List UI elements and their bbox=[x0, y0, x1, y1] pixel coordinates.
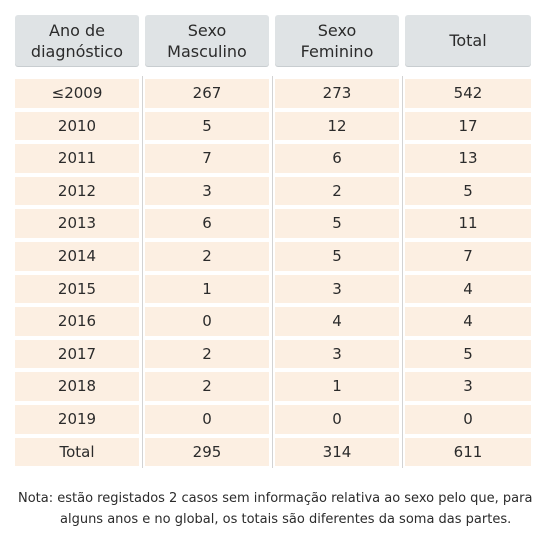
total-cell: 7 bbox=[405, 241, 531, 271]
table-row: ≤2009 267 273 542 bbox=[0, 79, 546, 108]
footnote-line-2: alguns anos e no global, os totais são d… bbox=[60, 512, 512, 527]
male-cell: 2 bbox=[145, 372, 269, 401]
header-female: Sexo Feminino bbox=[275, 15, 399, 66]
year-cell: ≤2009 bbox=[15, 79, 139, 108]
footnote-prefix: Nota: bbox=[18, 491, 54, 506]
header-year: Ano de diagnóstico bbox=[15, 15, 139, 66]
male-cell: 7 bbox=[145, 144, 269, 173]
table-row: 2017 2 3 5 bbox=[0, 339, 546, 369]
total-cell: 11 bbox=[405, 209, 531, 238]
table-row: 2011 7 6 13 bbox=[0, 144, 546, 173]
male-cell: 2 bbox=[145, 339, 269, 369]
footnote: Nota: estão registados 2 casos sem infor… bbox=[18, 488, 538, 530]
year-cell: 2019 bbox=[15, 404, 139, 434]
male-cell: 5 bbox=[145, 111, 269, 141]
total-cell: 542 bbox=[405, 79, 531, 108]
year-cell: Total bbox=[15, 437, 139, 467]
table-row: 2014 2 5 7 bbox=[0, 241, 546, 271]
male-cell: 3 bbox=[145, 176, 269, 206]
header-male: Sexo Masculino bbox=[145, 15, 269, 66]
table-body: ≤2009 267 273 542 2010 5 12 17 2011 7 6 13 2012 3 2 5 20… bbox=[0, 79, 546, 470]
table-row: 2012 3 2 5 bbox=[0, 176, 546, 206]
header-total: Total bbox=[405, 15, 531, 66]
total-cell: 13 bbox=[405, 144, 531, 173]
male-cell: 0 bbox=[145, 404, 269, 434]
table-row: 2019 0 0 0 bbox=[0, 404, 546, 434]
male-cell: 295 bbox=[145, 437, 269, 467]
total-cell: 4 bbox=[405, 274, 531, 304]
year-cell: 2013 bbox=[15, 209, 139, 238]
year-cell: 2017 bbox=[15, 339, 139, 369]
total-row: Total 295 314 611 bbox=[0, 437, 546, 467]
female-cell: 5 bbox=[275, 241, 399, 271]
male-cell: 0 bbox=[145, 307, 269, 336]
female-cell: 314 bbox=[275, 437, 399, 467]
table-row: 2018 2 1 3 bbox=[0, 372, 546, 401]
total-cell: 5 bbox=[405, 339, 531, 369]
year-cell: 2011 bbox=[15, 144, 139, 173]
female-cell: 273 bbox=[275, 79, 399, 108]
year-cell: 2014 bbox=[15, 241, 139, 271]
female-cell: 1 bbox=[275, 372, 399, 401]
male-cell: 2 bbox=[145, 241, 269, 271]
column-divider bbox=[272, 76, 273, 468]
total-cell: 0 bbox=[405, 404, 531, 434]
female-cell: 0 bbox=[275, 404, 399, 434]
table-row: 2010 5 12 17 bbox=[0, 111, 546, 141]
year-cell: 2012 bbox=[15, 176, 139, 206]
total-cell: 4 bbox=[405, 307, 531, 336]
male-cell: 6 bbox=[145, 209, 269, 238]
female-cell: 3 bbox=[275, 274, 399, 304]
female-cell: 6 bbox=[275, 144, 399, 173]
year-cell: 2018 bbox=[15, 372, 139, 401]
female-cell: 5 bbox=[275, 209, 399, 238]
total-cell: 5 bbox=[405, 176, 531, 206]
column-divider bbox=[142, 76, 143, 468]
table-row: 2016 0 4 4 bbox=[0, 307, 546, 336]
male-cell: 1 bbox=[145, 274, 269, 304]
year-cell: 2016 bbox=[15, 307, 139, 336]
total-cell: 3 bbox=[405, 372, 531, 401]
female-cell: 2 bbox=[275, 176, 399, 206]
year-cell: 2015 bbox=[15, 274, 139, 304]
total-cell: 17 bbox=[405, 111, 531, 141]
female-cell: 3 bbox=[275, 339, 399, 369]
male-cell: 267 bbox=[145, 79, 269, 108]
table-row: 2015 1 3 4 bbox=[0, 274, 546, 304]
female-cell: 4 bbox=[275, 307, 399, 336]
total-cell: 611 bbox=[405, 437, 531, 467]
year-cell: 2010 bbox=[15, 111, 139, 141]
table-row: 2013 6 5 11 bbox=[0, 209, 546, 238]
footnote-line-1: estão registados 2 casos sem informação … bbox=[57, 491, 533, 506]
column-divider bbox=[402, 76, 403, 468]
female-cell: 12 bbox=[275, 111, 399, 141]
